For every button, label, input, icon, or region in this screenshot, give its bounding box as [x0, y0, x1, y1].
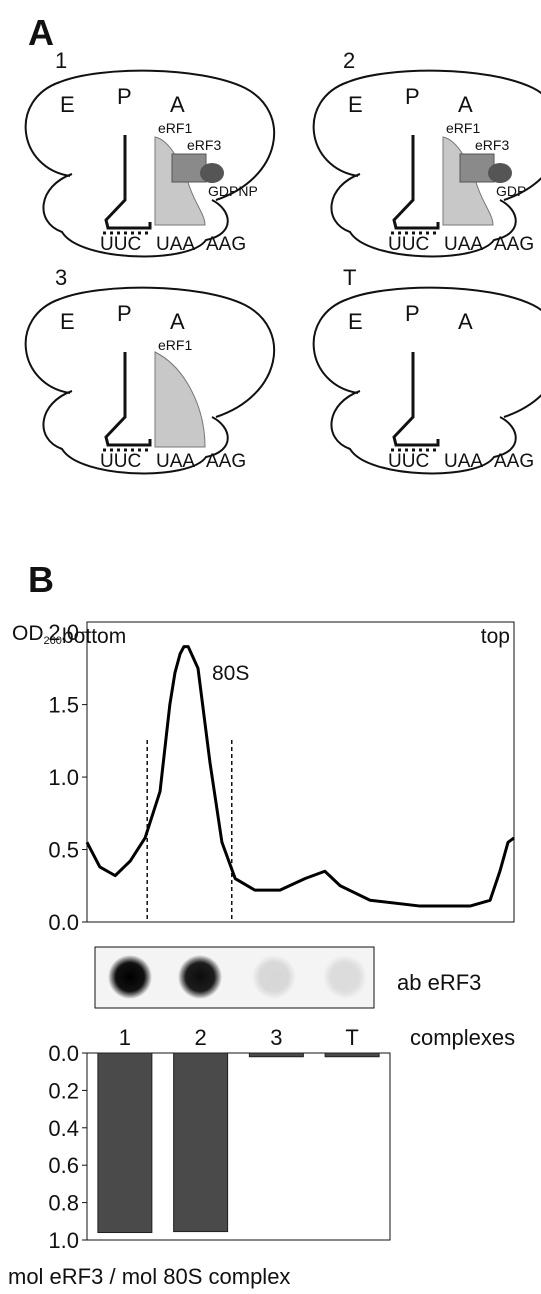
site-label: P	[405, 84, 420, 109]
y-tick-label: 1.5	[48, 693, 79, 718]
panel-label: A	[28, 12, 54, 53]
peak-label: 80S	[212, 662, 249, 685]
trna	[394, 135, 438, 228]
diagram-label: T	[343, 265, 356, 290]
trna	[106, 135, 150, 228]
site-label: A	[458, 92, 473, 117]
codon: UAA	[444, 234, 483, 255]
diagram-label: 3	[55, 265, 67, 290]
y-label-main: OD	[12, 622, 44, 645]
factor-label: eRF3	[475, 137, 509, 153]
y-tick-label: 0.6	[48, 1153, 79, 1178]
codon: AAG	[494, 234, 534, 255]
site-label: A	[170, 92, 185, 117]
diagram-label: 1	[55, 48, 67, 73]
y-tick-label: 0.4	[48, 1116, 79, 1141]
bar	[98, 1053, 152, 1233]
category-axis-label: complexes	[410, 1025, 515, 1050]
bar	[325, 1053, 379, 1057]
site-label: P	[117, 301, 132, 326]
y-tick-label: 0.0	[48, 1041, 79, 1066]
x-axis-label: mol eRF3 / mol 80S complex	[8, 1264, 290, 1289]
panel-label: B	[28, 559, 54, 600]
y-tick-label: 0.0	[48, 910, 79, 935]
codon: UAA	[444, 451, 483, 472]
codon: AAG	[494, 451, 534, 472]
diagram-label: 2	[343, 48, 355, 73]
blot-dot	[108, 955, 152, 999]
factor-label: GDPNP	[208, 183, 258, 199]
factor-label: eRF1	[158, 120, 192, 136]
blot-label: ab eRF3	[397, 970, 481, 995]
y-tick-label: 0.2	[48, 1078, 79, 1103]
site-label: A	[170, 309, 185, 334]
site-label: A	[458, 309, 473, 334]
blot-dot	[252, 955, 296, 999]
site-label: E	[348, 309, 363, 334]
trna	[106, 352, 150, 445]
codon: AAG	[206, 234, 246, 255]
x-tick-label: 2	[195, 1025, 207, 1050]
site-label: P	[117, 84, 132, 109]
y-tick-label: 1.0	[48, 765, 79, 790]
factor-label: eRF3	[187, 137, 221, 153]
bar	[174, 1053, 228, 1232]
od-trace	[87, 647, 514, 906]
factor-label: eRF1	[158, 337, 192, 353]
site-label: P	[405, 301, 420, 326]
erf3	[172, 154, 206, 182]
site-label: E	[60, 309, 75, 334]
site-label: E	[348, 92, 363, 117]
nucleotide	[200, 163, 224, 183]
blot-dot	[323, 955, 367, 999]
plot-frame	[87, 622, 514, 922]
codon: UUC	[100, 234, 141, 255]
erf3	[460, 154, 494, 182]
x-tick-label: 1	[119, 1025, 131, 1050]
x-tick-label: 3	[270, 1025, 282, 1050]
y-tick-label: 0.5	[48, 838, 79, 863]
erf1	[155, 352, 205, 447]
codon: UAA	[156, 451, 195, 472]
y-tick-label: 0.8	[48, 1191, 79, 1216]
x-tick-label: T	[345, 1025, 358, 1050]
codon: UUC	[100, 451, 141, 472]
right-label: top	[481, 625, 510, 648]
large-subunit	[26, 288, 274, 417]
large-subunit	[26, 71, 274, 200]
ribosome-diagram: TE P A UUC UAA AAG	[314, 265, 541, 473]
bar	[249, 1053, 303, 1057]
factor-label: GDP	[496, 183, 526, 199]
codon: UAA	[156, 234, 195, 255]
codon: AAG	[206, 451, 246, 472]
factor-label: eRF1	[446, 120, 480, 136]
y-tick-label: 1.0	[48, 1228, 79, 1253]
blot-dot	[178, 955, 222, 999]
codon: UUC	[388, 451, 429, 472]
codon: UUC	[388, 234, 429, 255]
nucleotide	[488, 163, 512, 183]
y-tick-label: 2.0	[48, 620, 79, 645]
site-label: E	[60, 92, 75, 117]
figure: A B 1EPAeRF1eRF3GDPNPUUCUAAAAG2EPAeRF1eR…	[0, 0, 541, 1294]
trna	[394, 352, 438, 445]
